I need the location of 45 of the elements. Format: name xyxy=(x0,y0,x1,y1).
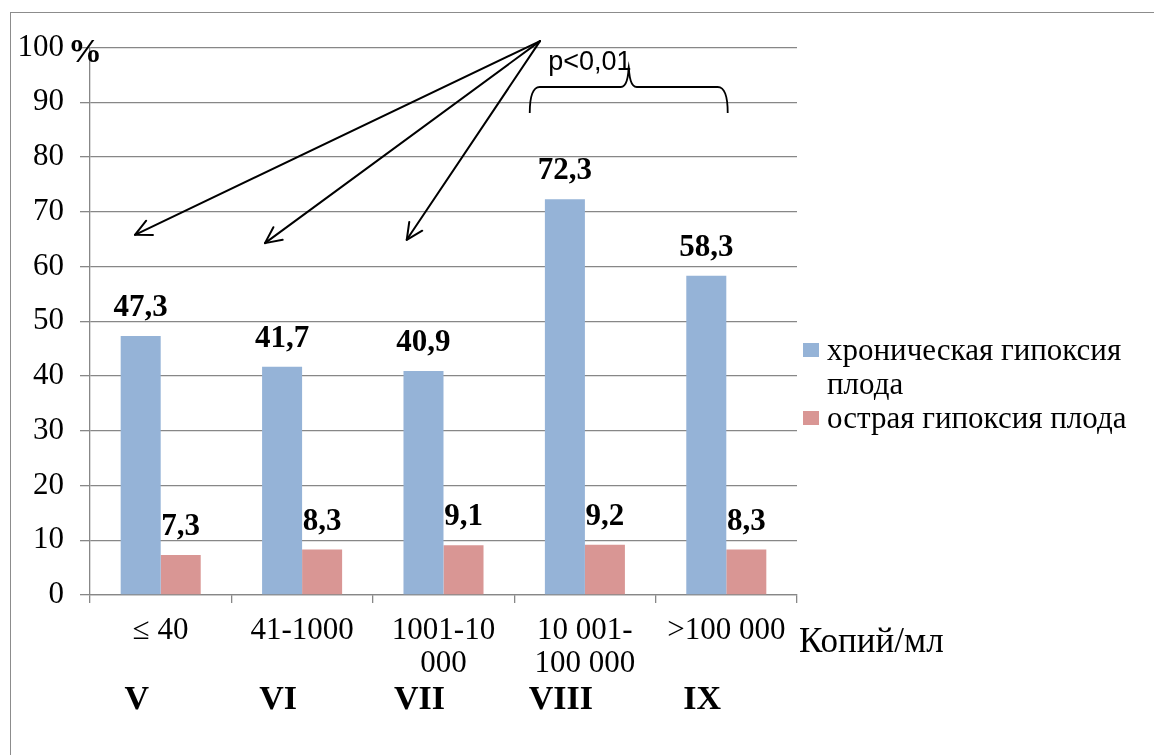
text: VI xyxy=(259,678,297,716)
y-tick-label: 50 xyxy=(33,301,64,337)
x-tick-label: 41-1000 xyxy=(250,610,354,646)
data-label: 9,2 xyxy=(585,496,625,532)
y-axis-title: % xyxy=(68,32,102,70)
text: V xyxy=(124,678,150,716)
y-tick-label: 10 xyxy=(33,520,64,556)
y-tick-label: 30 xyxy=(33,410,64,446)
data-label: 9,1 xyxy=(444,497,483,533)
text: VIII xyxy=(528,678,593,716)
bar xyxy=(443,545,484,595)
x-axis-title: Копий/мл xyxy=(799,621,944,661)
y-tick-label: 90 xyxy=(33,82,64,118)
x-tick-label: 10 001-100 000 xyxy=(534,610,636,680)
bar xyxy=(160,555,201,595)
data-label: 41,7 xyxy=(254,318,310,354)
y-tick-label: 100 xyxy=(17,27,64,63)
data-label: 8,3 xyxy=(302,501,342,537)
data-label: 58,3 xyxy=(679,227,734,263)
bar xyxy=(544,199,585,595)
legend-label: острая гипоксия плода xyxy=(827,400,1128,435)
data-label: 72,3 xyxy=(537,151,593,187)
x-tick-label: >100 000 xyxy=(667,610,786,646)
data-label: 40,9 xyxy=(396,323,451,359)
bar xyxy=(120,336,161,595)
data-label: 7,3 xyxy=(161,507,201,543)
bar xyxy=(726,549,767,595)
y-tick-label: 40 xyxy=(33,356,64,392)
x-tick-label: ≤ 40 xyxy=(132,610,189,646)
text: IX xyxy=(683,678,722,716)
bar xyxy=(302,549,343,595)
annotation: p<0,01 xyxy=(548,45,632,76)
y-tick-label: 80 xyxy=(33,137,64,173)
y-tick-label: 20 xyxy=(33,465,64,501)
y-tick-label: 70 xyxy=(33,191,64,227)
bar xyxy=(686,275,727,595)
bar xyxy=(262,366,303,595)
y-tick-label: 60 xyxy=(33,246,64,282)
data-label: 8,3 xyxy=(726,501,766,537)
text: VII xyxy=(393,678,445,716)
data-label: 47,3 xyxy=(113,288,168,324)
y-tick-label: 0 xyxy=(48,575,64,611)
bar xyxy=(584,544,625,595)
bar xyxy=(403,371,444,595)
x-tick-label: 1001-10 000 xyxy=(391,610,496,680)
